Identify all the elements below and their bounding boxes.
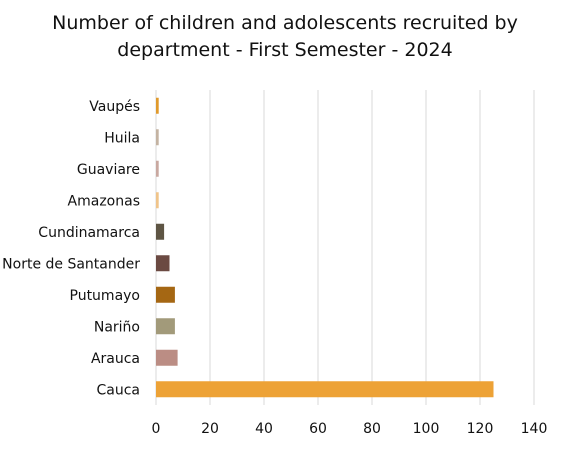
bar xyxy=(156,97,159,114)
bar xyxy=(156,223,165,240)
y-category-label: Cauca xyxy=(96,382,140,398)
x-tick-label: 80 xyxy=(363,421,381,437)
y-category-label: Cundinamarca xyxy=(38,225,140,241)
y-category-label: Vaupés xyxy=(89,99,140,115)
x-tick-label: 20 xyxy=(201,421,219,437)
chart-title-line-2: department - First Semester - 2024 xyxy=(117,39,453,61)
x-tick-label: 60 xyxy=(309,421,327,437)
bar xyxy=(156,160,159,177)
y-category-label: Norte de Santander xyxy=(2,256,140,272)
x-tick-label: 100 xyxy=(413,421,440,437)
x-tick-label: 140 xyxy=(521,421,548,437)
bar xyxy=(156,255,170,272)
bar xyxy=(156,349,178,366)
bar xyxy=(156,381,494,398)
bar xyxy=(156,318,175,335)
y-category-label: Amazonas xyxy=(68,193,140,209)
y-category-label: Arauca xyxy=(91,351,140,367)
y-category-label: Guaviare xyxy=(77,162,140,178)
bar xyxy=(156,129,159,146)
x-tick-label: 0 xyxy=(152,421,161,437)
y-category-label: Huila xyxy=(104,130,140,146)
y-category-label: Putumayo xyxy=(70,288,141,304)
x-tick-label: 120 xyxy=(467,421,494,437)
y-category-label: Nariño xyxy=(94,319,140,335)
bar xyxy=(156,286,175,303)
bar xyxy=(156,192,159,209)
x-tick-label: 40 xyxy=(255,421,273,437)
chart-title-line-1: Number of children and adolescents recru… xyxy=(52,12,518,34)
